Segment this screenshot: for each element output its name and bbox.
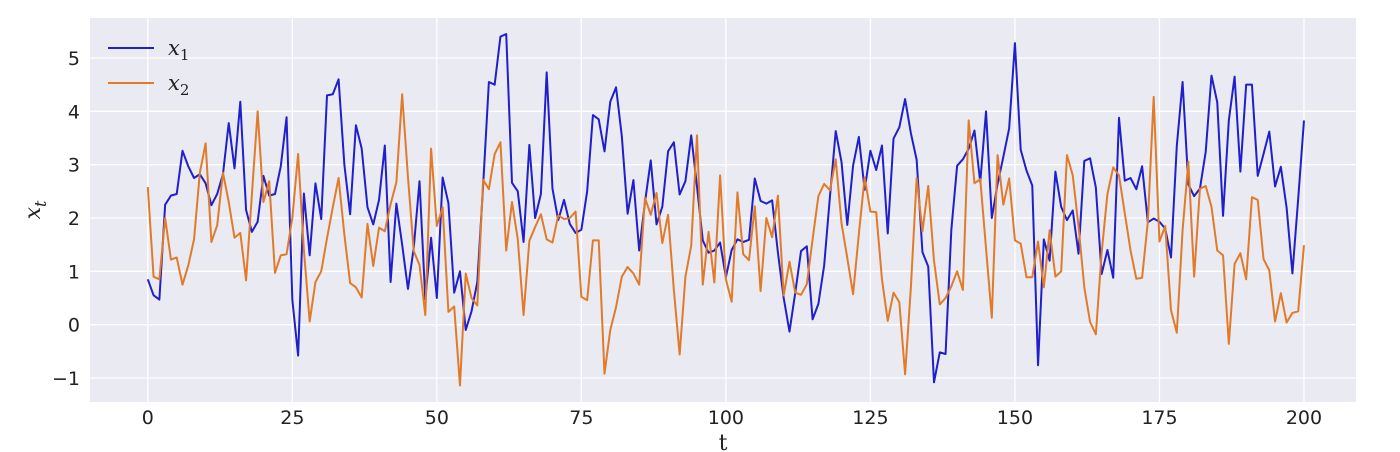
y-tick-label: 1 bbox=[68, 261, 80, 283]
x-tick-label: 100 bbox=[708, 407, 744, 429]
y-tick-label: 3 bbox=[68, 155, 80, 177]
x-axis-label: t bbox=[719, 431, 728, 452]
x-tick-label: 125 bbox=[852, 407, 888, 429]
series-layer bbox=[146, 33, 1305, 387]
x-axis: 0 25 50 75 100 125 150 175 200 bbox=[142, 407, 1322, 429]
y-tick-label: 0 bbox=[68, 315, 80, 337]
x-tick-label: 25 bbox=[280, 407, 304, 429]
x-tick-label: 75 bbox=[569, 407, 593, 429]
legend-label: x2 bbox=[168, 71, 189, 99]
x-tick-label: 200 bbox=[1286, 407, 1322, 429]
legend-label: x1 bbox=[168, 36, 189, 64]
x-tick-label: 150 bbox=[997, 407, 1033, 429]
y-axis: −1 0 1 2 3 4 5 bbox=[52, 48, 80, 390]
y-axis-label: xt bbox=[21, 200, 50, 219]
series-line-x2 bbox=[146, 93, 1305, 387]
y-tick-label: −1 bbox=[52, 368, 80, 390]
y-tick-label: 2 bbox=[68, 208, 80, 230]
y-tick-label: 4 bbox=[68, 101, 80, 123]
grid bbox=[90, 18, 1356, 402]
x-tick-label: 50 bbox=[425, 407, 449, 429]
x-tick-label: 175 bbox=[1141, 407, 1177, 429]
y-tick-label: 5 bbox=[68, 48, 80, 70]
x-tick-label: 0 bbox=[142, 407, 154, 429]
